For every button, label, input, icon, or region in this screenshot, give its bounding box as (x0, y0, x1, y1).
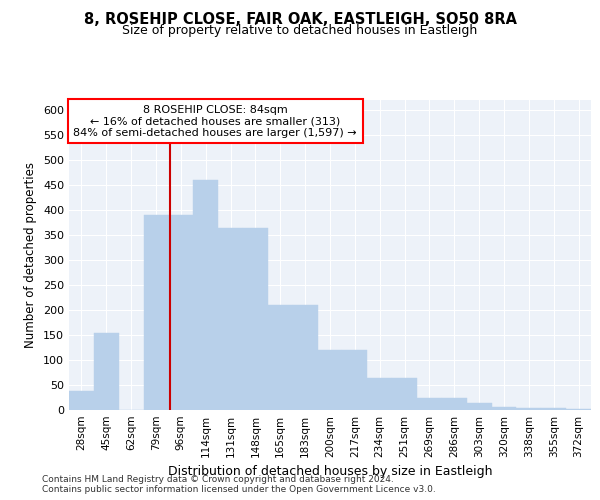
Bar (491, 406, 517, 410)
X-axis label: Distribution of detached houses by size in Eastleigh: Distribution of detached houses by size … (168, 466, 492, 478)
Text: 8 ROSEHIP CLOSE: 84sqm
← 16% of detached houses are smaller (313)
84% of semi-de: 8 ROSEHIP CLOSE: 84sqm ← 16% of detached… (73, 104, 357, 138)
Bar (417, 398, 442, 410)
Bar (467, 402, 491, 410)
Bar (517, 408, 541, 410)
Bar (566, 409, 591, 410)
Bar (243, 228, 268, 410)
Text: 8, ROSEHIP CLOSE, FAIR OAK, EASTLEIGH, SO50 8RA: 8, ROSEHIP CLOSE, FAIR OAK, EASTLEIGH, S… (83, 12, 517, 28)
Bar (218, 228, 243, 410)
Text: Size of property relative to detached houses in Eastleigh: Size of property relative to detached ho… (122, 24, 478, 37)
Bar (343, 350, 367, 410)
Text: Contains public sector information licensed under the Open Government Licence v3: Contains public sector information licen… (42, 485, 436, 494)
Bar (169, 215, 193, 410)
Bar (268, 305, 293, 410)
Bar (69, 391, 94, 410)
Bar (193, 180, 218, 410)
Bar (293, 305, 317, 410)
Bar (367, 378, 392, 410)
Bar (541, 408, 566, 410)
Bar (317, 350, 343, 410)
Bar (94, 332, 119, 410)
Bar (392, 378, 417, 410)
Bar (442, 398, 467, 410)
Y-axis label: Number of detached properties: Number of detached properties (25, 162, 37, 348)
Text: Contains HM Land Registry data © Crown copyright and database right 2024.: Contains HM Land Registry data © Crown c… (42, 475, 394, 484)
Bar (143, 215, 169, 410)
